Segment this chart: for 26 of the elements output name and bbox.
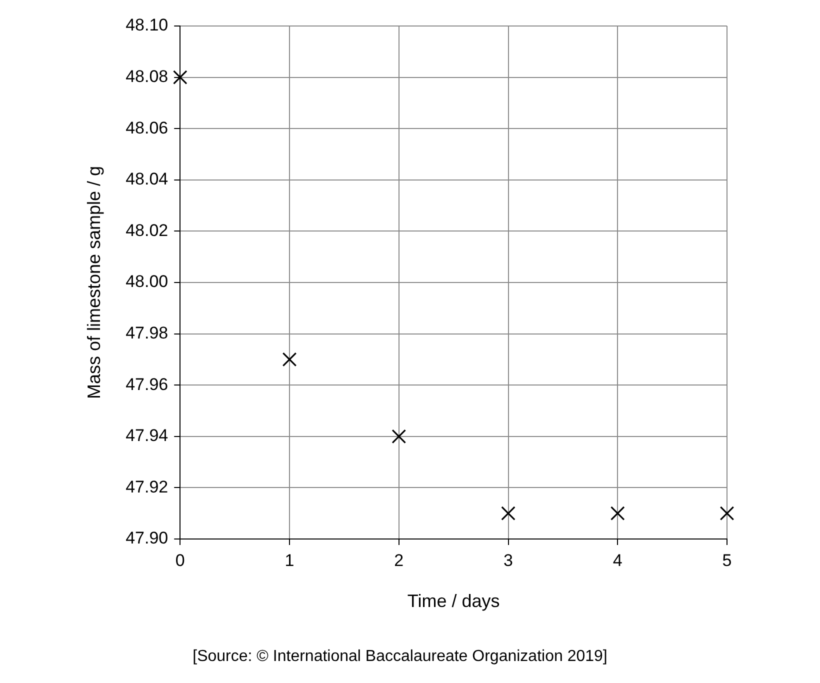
x-tick-label: 4 — [612, 550, 622, 570]
text: [Source: © International Baccalaureate Organization 2019] — [192, 648, 608, 665]
x-tick-label: 5 — [722, 550, 732, 570]
y-tick-label: 48.10 — [126, 16, 168, 35]
y-tick-label: 48.04 — [126, 170, 168, 189]
point — [501, 506, 516, 521]
y-tick-label: 48.00 — [126, 272, 168, 292]
y-tick-label: 47.92 — [126, 477, 168, 496]
x-tick-label: 3 — [504, 550, 513, 570]
y-tick-label: 48.08 — [126, 66, 168, 86]
y-tick-label: 47.94 — [126, 426, 168, 446]
point — [282, 352, 297, 367]
x-axis-title: Time / days — [407, 591, 500, 612]
x-tick-label: 0 — [175, 550, 185, 570]
point — [392, 429, 406, 444]
y-tick-label: 47.98 — [126, 323, 168, 342]
x-tick-label: 1 — [284, 550, 294, 570]
y-tick-label: 47.96 — [126, 374, 168, 394]
point — [720, 506, 734, 521]
y-tick-label: 48.02 — [126, 220, 168, 240]
point — [610, 506, 625, 521]
x-tick-label: 2 — [394, 550, 404, 570]
y-tick-label: 47.90 — [126, 528, 168, 548]
point — [172, 70, 188, 84]
y-axis-title: Mass of limestone sample / g — [84, 166, 104, 400]
y-tick-label: 48.06 — [126, 118, 168, 138]
